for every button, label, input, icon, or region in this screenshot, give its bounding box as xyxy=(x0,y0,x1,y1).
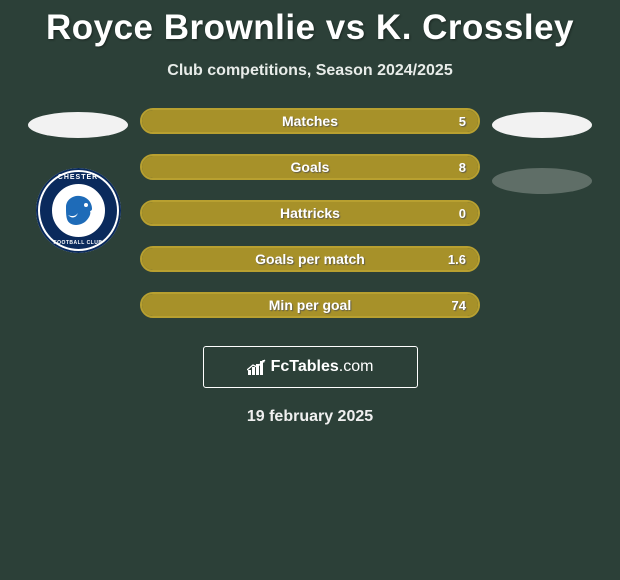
site-logo: FcTables.com xyxy=(203,346,418,388)
stat-value: 74 xyxy=(452,298,466,313)
subtitle: Club competitions, Season 2024/2025 xyxy=(0,62,620,80)
stat-bar: Matches 5 xyxy=(140,108,480,134)
stats-list: Matches 5 Goals 8 Hattricks 0 Goals per match 1… xyxy=(140,108,480,318)
right-placeholder-2 xyxy=(492,168,592,194)
left-club-badge: CHESTER FOOTBALL CLUB xyxy=(36,168,121,253)
stat-bar: Hattricks 0 xyxy=(140,200,480,226)
stat-bar: Goals 8 xyxy=(140,154,480,180)
logo-text: FcTables.com xyxy=(271,358,374,376)
stat-value: 8 xyxy=(459,160,466,175)
left-placeholder-1 xyxy=(28,112,128,138)
stat-value: 0 xyxy=(459,206,466,221)
right-column xyxy=(492,108,592,194)
stat-label: Hattricks xyxy=(280,205,340,221)
right-placeholder-1 xyxy=(492,112,592,138)
badge-bottom-text: FOOTBALL CLUB xyxy=(54,240,103,246)
lion-icon xyxy=(58,191,98,231)
stat-label: Goals per match xyxy=(255,251,365,267)
logo-domain: .com xyxy=(339,358,374,375)
chart-icon xyxy=(247,359,267,375)
comparison-content: CHESTER FOOTBALL CLUB Matches 5 Goals 8 Hatt… xyxy=(0,108,620,318)
stat-label: Min per goal xyxy=(269,297,351,313)
stat-bar: Goals per match 1.6 xyxy=(140,246,480,272)
stat-bar: Min per goal 74 xyxy=(140,292,480,318)
badge-top-text: CHESTER xyxy=(58,174,98,181)
stat-label: Goals xyxy=(291,159,330,175)
stat-label: Matches xyxy=(282,113,338,129)
stat-value: 1.6 xyxy=(448,252,466,267)
left-column: CHESTER FOOTBALL CLUB xyxy=(28,108,128,253)
stat-value: 5 xyxy=(459,114,466,129)
date-text: 19 february 2025 xyxy=(0,408,620,426)
logo-brand: FcTables xyxy=(271,358,339,375)
page-title: Royce Brownlie vs K. Crossley xyxy=(0,0,620,48)
